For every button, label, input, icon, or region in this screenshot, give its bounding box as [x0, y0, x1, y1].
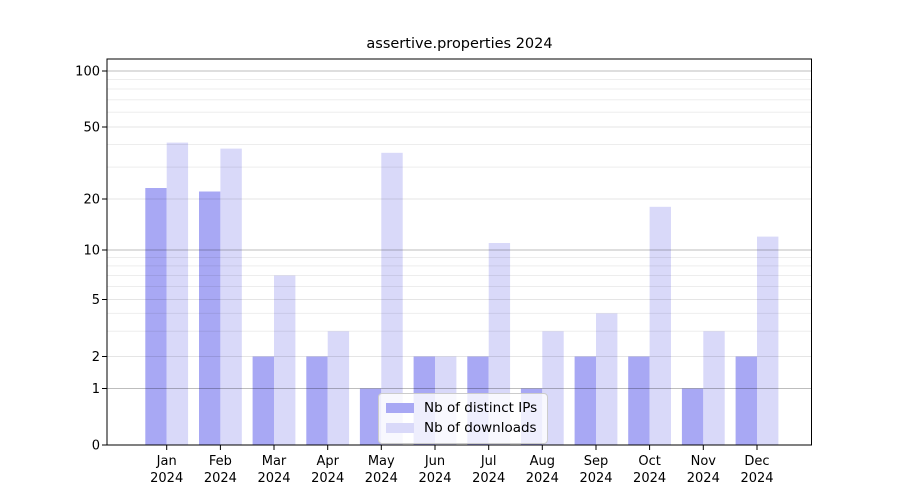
- legend: Nb of distinct IPs Nb of downloads: [378, 393, 549, 444]
- legend-item-distinct-ips: Nb of distinct IPs: [386, 398, 537, 418]
- bar-distinct-ips-apr: [306, 356, 328, 445]
- x-tick-label-year: 2024: [418, 471, 451, 486]
- x-tick-label-year: 2024: [257, 471, 290, 486]
- x-tick-label-year: 2024: [204, 471, 237, 486]
- axes-frame: [106, 58, 812, 446]
- bar-downloads-apr: [327, 331, 350, 445]
- x-tick-label-month: Jul: [480, 454, 497, 469]
- legend-label-downloads: Nb of downloads: [424, 420, 537, 436]
- x-tick-label-month: Jun: [424, 454, 445, 469]
- y-tick-label: 2: [92, 350, 100, 365]
- y-tick-label: 10: [83, 244, 100, 259]
- y-tick-label: 20: [83, 193, 100, 208]
- bar-downloads-jan: [166, 142, 189, 445]
- x-tick-label-month: Jan: [156, 454, 177, 469]
- x-tick-label-month: Sep: [584, 454, 609, 469]
- x-tick-label-year: 2024: [150, 471, 183, 486]
- x-tick-label-month: Dec: [744, 454, 769, 469]
- bar-downloads-mar: [274, 275, 296, 445]
- x-tick-label-month: May: [368, 454, 395, 469]
- legend-swatch-distinct-ips: [386, 403, 414, 413]
- y-tick-label: 100: [75, 65, 100, 80]
- y-tick-label: 1: [92, 382, 100, 397]
- x-tick-label-year: 2024: [633, 471, 666, 486]
- x-tick-label-month: Oct: [638, 454, 660, 469]
- bar-downloads-nov: [703, 331, 725, 445]
- y-tick-label: 50: [83, 121, 100, 136]
- bar-distinct-ips-dec: [735, 356, 757, 445]
- bar-downloads-feb: [220, 148, 242, 445]
- x-tick-label-year: 2024: [365, 471, 398, 486]
- x-tick-label-month: Mar: [262, 454, 287, 469]
- x-tick-label-month: Nov: [691, 454, 717, 469]
- x-tick-label-year: 2024: [472, 471, 505, 486]
- bar-distinct-ips-nov: [681, 388, 704, 445]
- x-tick-label-year: 2024: [579, 471, 612, 486]
- x-tick-label-year: 2024: [740, 471, 773, 486]
- bar-downloads-dec: [757, 236, 779, 445]
- bar-distinct-ips-oct: [628, 356, 650, 445]
- y-tick-label: 0: [92, 439, 100, 454]
- bar-downloads-may: [381, 152, 403, 446]
- x-tick-label-month: Aug: [530, 454, 555, 469]
- x-tick-label-year: 2024: [687, 471, 720, 486]
- bar-downloads-sep: [596, 313, 618, 445]
- legend-swatch-downloads: [386, 423, 414, 433]
- legend-label-distinct-ips: Nb of distinct IPs: [424, 400, 538, 416]
- x-tick-label-year: 2024: [526, 471, 559, 486]
- legend-item-downloads: Nb of downloads: [386, 418, 537, 438]
- bar-distinct-ips-sep: [574, 356, 596, 445]
- x-tick-label-month: Apr: [316, 454, 339, 469]
- bar-distinct-ips-mar: [252, 356, 274, 445]
- x-tick-label-month: Feb: [209, 454, 232, 469]
- bar-distinct-ips-feb: [199, 191, 221, 445]
- y-tick-label: 5: [92, 293, 100, 308]
- x-tick-label-year: 2024: [311, 471, 344, 486]
- bar-distinct-ips-jan: [145, 188, 167, 445]
- bar-downloads-oct: [649, 206, 671, 445]
- bar-distinct-ips-may: [359, 388, 382, 445]
- chart-title: assertive.properties 2024: [366, 36, 553, 52]
